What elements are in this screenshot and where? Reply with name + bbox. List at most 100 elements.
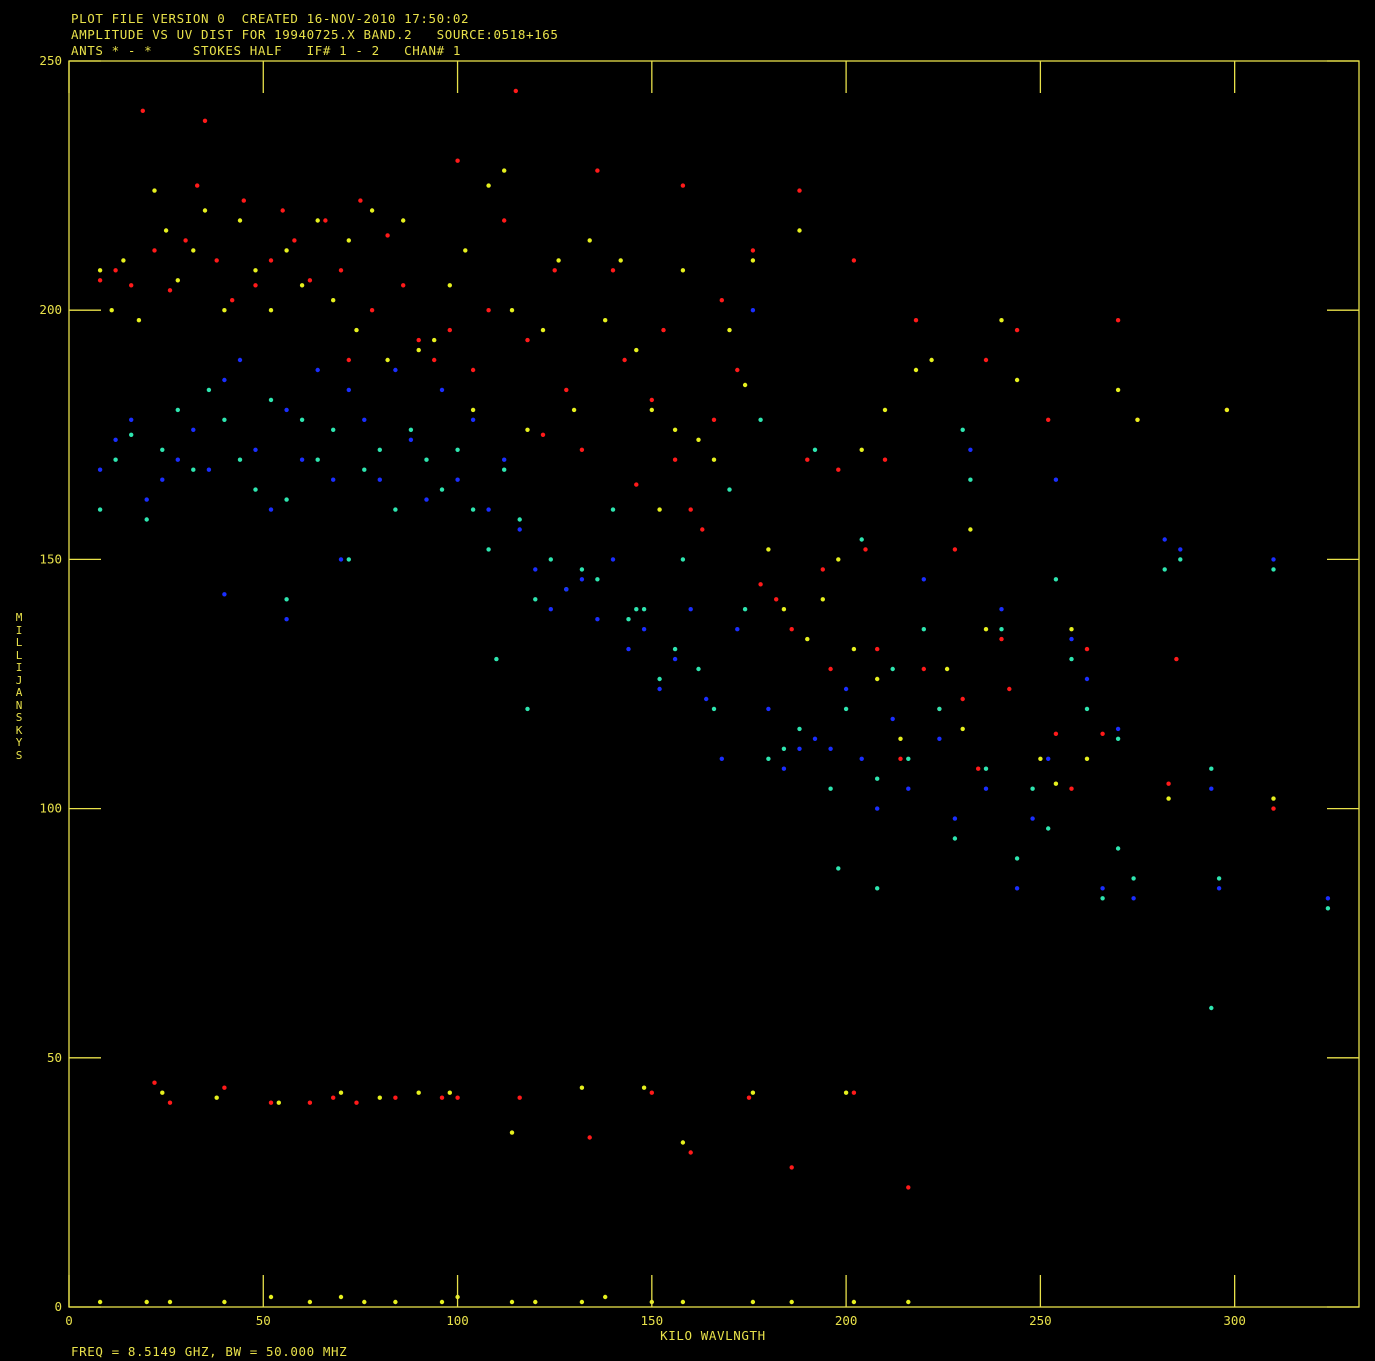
data-point-red bbox=[719, 298, 724, 303]
data-point-cyan bbox=[696, 666, 701, 672]
data-point-red bbox=[789, 1165, 794, 1170]
data-point-red bbox=[307, 1100, 313, 1105]
data-point-red bbox=[113, 268, 118, 273]
data-point-yellow bbox=[307, 1299, 313, 1305]
data-point-yellow bbox=[175, 278, 180, 283]
data-point-red bbox=[540, 432, 546, 437]
data-point-yellow bbox=[913, 367, 919, 373]
data-point-yellow bbox=[579, 1085, 585, 1090]
data-point-blue bbox=[393, 367, 398, 373]
data-point-yellow bbox=[1224, 407, 1230, 413]
data-point-blue bbox=[1115, 726, 1121, 732]
data-point-cyan bbox=[222, 417, 227, 422]
data-point-red bbox=[587, 1135, 592, 1140]
data-point-yellow bbox=[1014, 377, 1020, 383]
data-point-yellow bbox=[929, 357, 934, 363]
data-point-yellow bbox=[820, 597, 825, 602]
data-point-red bbox=[214, 258, 219, 263]
data-point-cyan bbox=[113, 457, 118, 462]
data-point-yellow bbox=[727, 327, 732, 333]
data-point-blue bbox=[641, 627, 647, 632]
data-point-blue bbox=[253, 447, 258, 452]
data-point-cyan bbox=[175, 407, 180, 413]
data-point-cyan bbox=[1325, 906, 1331, 911]
data-point-red bbox=[999, 636, 1004, 642]
data-point-blue bbox=[890, 716, 895, 722]
data-point-yellow bbox=[191, 248, 196, 253]
data-point-blue bbox=[564, 587, 569, 592]
y-tick-label: 100 bbox=[39, 801, 62, 816]
data-point-red bbox=[502, 218, 507, 223]
data-point-cyan bbox=[641, 607, 647, 612]
data-point-blue bbox=[455, 477, 460, 482]
data-point-red bbox=[851, 258, 857, 263]
data-point-yellow bbox=[906, 1299, 911, 1305]
data-point-yellow bbox=[1069, 627, 1074, 632]
data-point-red bbox=[1046, 417, 1051, 422]
data-point-cyan bbox=[129, 432, 134, 437]
data-point-cyan bbox=[517, 517, 522, 522]
data-point-cyan bbox=[626, 617, 631, 622]
data-point-blue bbox=[268, 507, 274, 512]
data-point-cyan bbox=[346, 557, 351, 562]
data-point-yellow bbox=[432, 337, 437, 343]
data-point-yellow bbox=[571, 407, 577, 413]
data-point-cyan bbox=[968, 477, 973, 482]
data-point-yellow bbox=[284, 248, 289, 253]
data-point-blue bbox=[672, 656, 678, 662]
data-point-yellow bbox=[97, 1299, 103, 1305]
data-point-yellow bbox=[416, 347, 421, 353]
data-point-yellow bbox=[680, 1299, 686, 1305]
data-point-blue bbox=[1100, 886, 1105, 891]
data-point-blue bbox=[424, 497, 429, 502]
data-point-red bbox=[268, 1100, 274, 1105]
x-tick-label: 300 bbox=[1223, 1313, 1246, 1328]
data-point-red bbox=[758, 582, 763, 587]
data-point-yellow bbox=[680, 268, 686, 273]
data-point-yellow bbox=[447, 1090, 452, 1095]
data-point-cyan bbox=[1046, 826, 1051, 831]
data-point-cyan bbox=[1209, 766, 1214, 771]
data-point-blue bbox=[439, 387, 445, 393]
data-point-red bbox=[346, 357, 351, 363]
data-point-blue bbox=[346, 387, 351, 393]
data-point-yellow bbox=[416, 1090, 421, 1095]
data-point-yellow bbox=[851, 1299, 857, 1305]
data-point-blue bbox=[222, 377, 227, 383]
data-point-blue bbox=[595, 617, 600, 622]
data-point-red bbox=[280, 208, 285, 213]
data-point-yellow bbox=[470, 407, 476, 413]
data-point-cyan bbox=[408, 427, 414, 432]
data-point-yellow bbox=[447, 283, 452, 288]
data-point-red bbox=[1166, 781, 1171, 786]
data-point-red bbox=[513, 88, 518, 94]
data-point-red bbox=[976, 766, 981, 771]
data-point-cyan bbox=[672, 646, 678, 652]
data-point-cyan bbox=[812, 447, 818, 452]
data-point-yellow bbox=[214, 1095, 219, 1100]
data-point-yellow bbox=[202, 208, 208, 213]
data-point-blue bbox=[937, 736, 942, 741]
data-point-yellow bbox=[109, 308, 114, 313]
data-point-red bbox=[1271, 806, 1276, 811]
data-point-cyan bbox=[758, 417, 763, 422]
data-point-red bbox=[202, 118, 208, 124]
data-point-yellow bbox=[338, 1090, 344, 1095]
data-point-red bbox=[354, 1100, 359, 1105]
data-point-red bbox=[851, 1090, 857, 1095]
data-point-blue bbox=[952, 816, 958, 821]
data-point-red bbox=[369, 308, 375, 313]
data-point-red bbox=[746, 1095, 752, 1100]
data-point-cyan bbox=[455, 447, 460, 452]
data-point-cyan bbox=[470, 507, 476, 512]
data-point-yellow bbox=[315, 218, 320, 223]
data-point-cyan bbox=[548, 557, 553, 562]
data-point-yellow bbox=[711, 457, 717, 462]
data-point-cyan bbox=[843, 706, 849, 712]
data-point-red bbox=[195, 183, 200, 188]
data-point-blue bbox=[1209, 786, 1214, 791]
data-point-red bbox=[338, 268, 344, 273]
x-tick-label: 100 bbox=[446, 1313, 469, 1328]
data-point-cyan bbox=[1131, 876, 1136, 881]
data-point-yellow bbox=[1038, 756, 1043, 761]
